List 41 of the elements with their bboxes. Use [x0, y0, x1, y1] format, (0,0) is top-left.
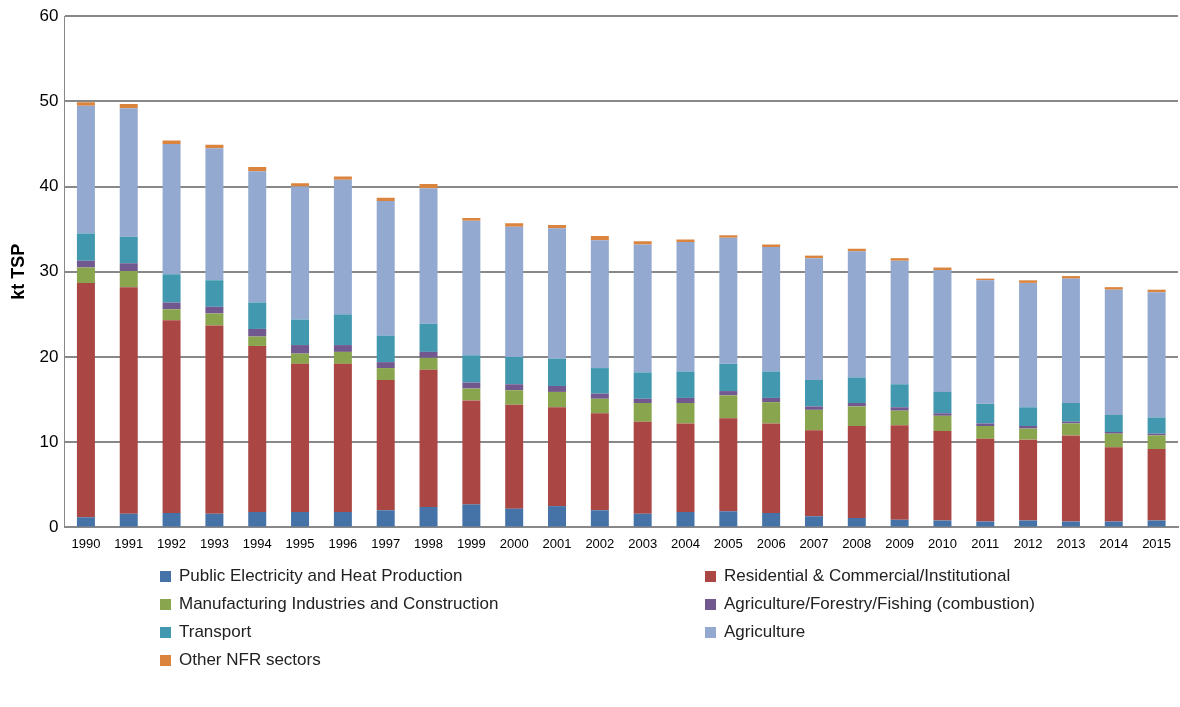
x-tick-label: 2014	[1099, 535, 1129, 551]
x-tick-label: 2003	[628, 535, 658, 551]
x-tick-label: 1990	[71, 535, 101, 551]
x-tick-label: 2005	[713, 535, 743, 551]
x-tick-label: 2000	[499, 535, 529, 551]
x-tick-label: 2012	[1013, 535, 1043, 551]
x-tick-label: 1995	[285, 535, 315, 551]
legend-label: Transport	[179, 622, 252, 642]
x-tick-label: 1997	[371, 535, 401, 551]
x-tick-label: 2004	[671, 535, 700, 551]
x-tick-label: 2006	[756, 535, 786, 551]
x-tick-label: 2013	[1056, 535, 1086, 551]
x-tick-label: 2009	[885, 535, 915, 551]
x-tick-label: 1999	[456, 535, 486, 551]
y-tick-label: 0	[49, 517, 59, 537]
y-tick-label: 30	[39, 261, 59, 281]
x-tick-label: 2015	[1142, 535, 1172, 551]
x-tick-label: 2010	[927, 535, 957, 551]
legend-label: Residential & Commercial/Institutional	[724, 566, 1011, 586]
x-tick-label: 1991	[114, 535, 144, 551]
legend-label: Agriculture	[724, 622, 806, 642]
legend-label: Public Electricity and Heat Production	[179, 566, 463, 586]
x-tick-label: 2011	[971, 535, 1000, 551]
x-tick-label: 2002	[585, 535, 615, 551]
y-tick-label: 20	[39, 346, 59, 366]
legend-label: Agriculture/Forestry/Fishing (combustion)	[724, 594, 1035, 614]
x-tick-label: 1994	[242, 535, 272, 551]
x-tick-label: 2008	[842, 535, 872, 551]
x-tick-label: 2007	[799, 535, 829, 551]
y-tick-label: 40	[39, 176, 59, 196]
y-tick-label: 10	[39, 431, 59, 451]
legend-label: Manufacturing Industries and Construction	[179, 594, 499, 614]
y-tick-label: 50	[39, 91, 59, 111]
x-tick-label: 1998	[414, 535, 443, 551]
legend-label: Other NFR sectors	[179, 650, 321, 670]
y-axis-title: kt TSP	[7, 243, 28, 300]
x-tick-label: 1996	[328, 535, 358, 551]
x-tick-label: 1992	[157, 535, 187, 551]
x-tick-label: 2001	[542, 535, 572, 551]
y-tick-label: 60	[39, 5, 59, 25]
x-tick-label: 1993	[199, 535, 229, 551]
